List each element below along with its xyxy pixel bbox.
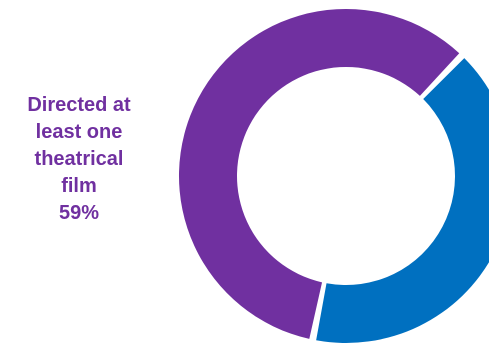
- donut-slice-2: [316, 58, 489, 343]
- donut-slice-1: [178, 8, 460, 339]
- slice-label-percent: 59%: [58, 202, 100, 224]
- slice-label-line-3: theatrical: [34, 148, 124, 170]
- slice-label-line-2: least one: [35, 121, 123, 143]
- slice-label-line-1: Directed at: [27, 94, 131, 116]
- slice-label-directed-film: Directed at least one theatrical film 59…: [0, 92, 158, 227]
- slice-label-line-4: film: [61, 175, 97, 197]
